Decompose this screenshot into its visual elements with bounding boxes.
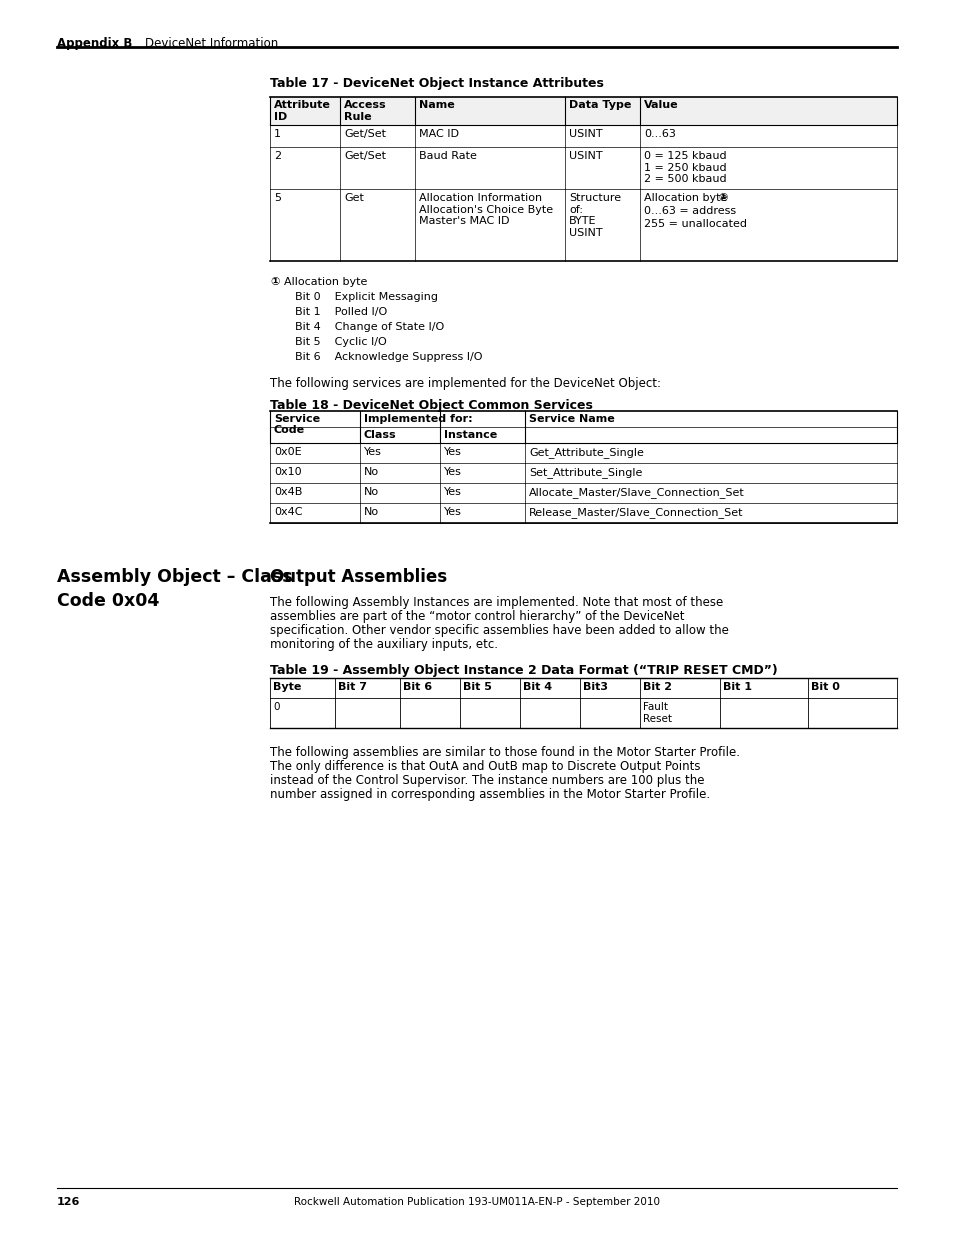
Text: No: No <box>364 508 378 517</box>
Text: Get/Set: Get/Set <box>344 151 386 161</box>
Text: 0x4C: 0x4C <box>274 508 302 517</box>
Text: 0...63 = address: 0...63 = address <box>643 206 736 216</box>
Text: Appendix B: Appendix B <box>57 37 132 49</box>
Text: The following Assembly Instances are implemented. Note that most of these: The following Assembly Instances are imp… <box>270 597 722 609</box>
Text: The following services are implemented for the DeviceNet Object:: The following services are implemented f… <box>270 377 660 390</box>
Text: Bit 1    Polled I/O: Bit 1 Polled I/O <box>294 308 387 317</box>
Text: Byte: Byte <box>273 682 301 692</box>
Text: Fault
Reset: Fault Reset <box>642 701 671 724</box>
Text: Bit3: Bit3 <box>582 682 607 692</box>
Text: Baud Rate: Baud Rate <box>418 151 476 161</box>
Text: 2: 2 <box>274 151 281 161</box>
Text: Get_Attribute_Single: Get_Attribute_Single <box>529 447 643 458</box>
Text: Yes: Yes <box>443 447 461 457</box>
Text: Table 17 - DeviceNet Object Instance Attributes: Table 17 - DeviceNet Object Instance Att… <box>270 77 603 90</box>
Text: 0: 0 <box>273 701 279 713</box>
Text: No: No <box>364 467 378 477</box>
Text: Bit 0    Explicit Messaging: Bit 0 Explicit Messaging <box>294 291 437 303</box>
Text: No: No <box>364 487 378 496</box>
Text: Structure
of:
BYTE
USINT: Structure of: BYTE USINT <box>568 193 620 238</box>
Text: instead of the Control Supervisor. The instance numbers are 100 plus the: instead of the Control Supervisor. The i… <box>270 774 703 787</box>
Text: Yes: Yes <box>443 467 461 477</box>
Text: Bit 6: Bit 6 <box>402 682 432 692</box>
Text: ①: ① <box>718 193 726 203</box>
Text: Table 19 - Assembly Object Instance 2 Data Format (“TRIP RESET CMD”): Table 19 - Assembly Object Instance 2 Da… <box>270 664 777 677</box>
Text: Service: Service <box>274 414 320 424</box>
Text: 1: 1 <box>274 128 281 140</box>
Text: Data Type: Data Type <box>568 100 631 110</box>
Text: Attribute
ID: Attribute ID <box>274 100 331 121</box>
Text: Allocate_Master/Slave_Connection_Set: Allocate_Master/Slave_Connection_Set <box>529 487 744 498</box>
Text: Get: Get <box>344 193 363 203</box>
Text: Value: Value <box>643 100 678 110</box>
Text: Implemented for:: Implemented for: <box>364 414 472 424</box>
Text: 0x0E: 0x0E <box>274 447 301 457</box>
Text: Assembly Object – Class
Code 0x04: Assembly Object – Class Code 0x04 <box>57 568 293 610</box>
Text: 0x10: 0x10 <box>274 467 301 477</box>
Text: assemblies are part of the “motor control hierarchy” of the DeviceNet: assemblies are part of the “motor contro… <box>270 610 684 622</box>
Text: 5: 5 <box>274 193 281 203</box>
Text: Bit 1: Bit 1 <box>722 682 751 692</box>
Text: Yes: Yes <box>443 487 461 496</box>
Text: USINT: USINT <box>568 151 602 161</box>
Text: Allocation byte: Allocation byte <box>643 193 730 203</box>
Text: 0 = 125 kbaud
1 = 250 kbaud
2 = 500 kbaud: 0 = 125 kbaud 1 = 250 kbaud 2 = 500 kbau… <box>643 151 726 184</box>
Text: Output Assemblies: Output Assemblies <box>270 568 447 585</box>
Text: Bit 2: Bit 2 <box>642 682 671 692</box>
Text: Rockwell Automation Publication 193-UM011A-EN-P - September 2010: Rockwell Automation Publication 193-UM01… <box>294 1197 659 1207</box>
Text: Yes: Yes <box>443 508 461 517</box>
Text: Allocation Information
Allocation's Choice Byte
Master's MAC ID: Allocation Information Allocation's Choi… <box>418 193 553 226</box>
Text: Bit 6    Acknowledge Suppress I/O: Bit 6 Acknowledge Suppress I/O <box>294 352 482 362</box>
Text: Table 18 - DeviceNet Object Common Services: Table 18 - DeviceNet Object Common Servi… <box>270 399 592 412</box>
Text: Code: Code <box>274 425 305 435</box>
Text: Access
Rule: Access Rule <box>344 100 386 121</box>
Text: Get/Set: Get/Set <box>344 128 386 140</box>
Text: Yes: Yes <box>364 447 381 457</box>
Text: Bit 4    Change of State I/O: Bit 4 Change of State I/O <box>294 322 444 332</box>
Text: DeviceNet Information: DeviceNet Information <box>145 37 278 49</box>
Text: MAC ID: MAC ID <box>418 128 458 140</box>
Text: Set_Attribute_Single: Set_Attribute_Single <box>529 467 641 478</box>
Text: The following assemblies are similar to those found in the Motor Starter Profile: The following assemblies are similar to … <box>270 746 740 760</box>
Text: Bit 4: Bit 4 <box>522 682 552 692</box>
Text: ①: ① <box>270 277 279 287</box>
Text: Bit 7: Bit 7 <box>337 682 367 692</box>
Text: Class: Class <box>364 430 396 440</box>
Text: number assigned in corresponding assemblies in the Motor Starter Profile.: number assigned in corresponding assembl… <box>270 788 709 802</box>
Text: 255 = unallocated: 255 = unallocated <box>643 219 746 228</box>
Text: Instance: Instance <box>443 430 497 440</box>
Text: 126: 126 <box>57 1197 80 1207</box>
Text: Bit 5    Cyclic I/O: Bit 5 Cyclic I/O <box>294 337 386 347</box>
Text: 0...63: 0...63 <box>643 128 675 140</box>
Text: specification. Other vendor specific assemblies have been added to allow the: specification. Other vendor specific ass… <box>270 624 728 637</box>
Text: Bit 0: Bit 0 <box>810 682 839 692</box>
Text: The only difference is that OutA and OutB map to Discrete Output Points: The only difference is that OutA and Out… <box>270 760 700 773</box>
Bar <box>270 98 896 125</box>
Text: 0x4B: 0x4B <box>274 487 302 496</box>
Text: Release_Master/Slave_Connection_Set: Release_Master/Slave_Connection_Set <box>529 508 742 517</box>
Text: monitoring of the auxiliary inputs, etc.: monitoring of the auxiliary inputs, etc. <box>270 638 497 651</box>
Text: Bit 5: Bit 5 <box>462 682 492 692</box>
Text: USINT: USINT <box>568 128 602 140</box>
Text: Name: Name <box>418 100 455 110</box>
Text: Service Name: Service Name <box>529 414 614 424</box>
Text: Allocation byte: Allocation byte <box>284 277 367 287</box>
